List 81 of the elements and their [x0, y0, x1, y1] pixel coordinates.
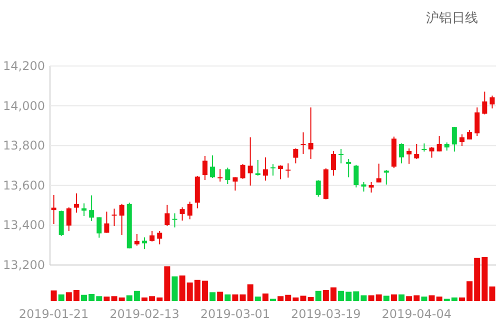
candlestick: [406, 148, 412, 164]
candlestick: [414, 144, 420, 160]
bar: [224, 294, 231, 301]
candlestick: [240, 164, 246, 180]
candlestick: [248, 136, 253, 186]
bar: [428, 295, 435, 301]
bar: [172, 276, 178, 301]
bar: [50, 290, 57, 301]
candlestick: [164, 204, 170, 226]
x-tick-label: 2019-03-19: [291, 307, 361, 321]
candlestick: [338, 148, 344, 164]
x-tick-label: 2019-03-01: [200, 307, 270, 321]
y-tick-label: 13,200: [3, 258, 45, 272]
candlestick: [354, 164, 359, 188]
candlestick: [482, 91, 488, 115]
candlestick: [262, 156, 268, 182]
candlestick: [376, 163, 382, 183]
candlestick: [308, 106, 314, 160]
candlestick: [210, 154, 216, 179]
candlestick: [112, 208, 117, 226]
candlestick: [232, 176, 238, 192]
y-tick-label: 14,200: [3, 59, 45, 73]
bar: [58, 294, 64, 301]
candlestick: [316, 180, 321, 198]
x-tick-label: 2019-01-21: [18, 307, 89, 321]
y-tick-label: 14,000: [3, 98, 45, 113]
candlestick: [270, 164, 276, 176]
bar: [232, 294, 238, 301]
chart-title: 沪铝日线: [426, 10, 478, 26]
bar: [217, 292, 224, 301]
x-tick-label: 2019-02-13: [110, 307, 180, 321]
candlestick: [361, 182, 366, 192]
candlestick: [58, 210, 64, 236]
candlestick: [187, 201, 192, 220]
bar: [315, 290, 322, 301]
bar: [308, 297, 314, 301]
candlestick: [474, 106, 480, 137]
candlestick: [384, 170, 389, 186]
y-tick-label: 13,800: [3, 138, 45, 153]
y-tick-label: 13,400: [3, 218, 45, 232]
candlestick: [66, 206, 72, 232]
candlestick: [51, 194, 56, 225]
bar: [254, 296, 261, 301]
candlestick: [74, 192, 79, 214]
candlestick: [89, 194, 94, 222]
bar: [262, 294, 268, 301]
candlestick: [278, 164, 284, 180]
candlestick: [399, 142, 404, 164]
candlestick: [286, 162, 291, 178]
candlestick: [202, 155, 208, 181]
candlestick: [180, 206, 185, 222]
bar: [210, 292, 216, 301]
candlestick: [490, 95, 495, 109]
candlestick: [119, 203, 124, 236]
bar: [104, 296, 110, 301]
bar: [421, 296, 428, 301]
candlestick: [172, 212, 178, 228]
x-tick-label: 2019-04-04: [382, 307, 452, 321]
y-tick-label: 13,600: [3, 178, 45, 192]
bar: [398, 294, 405, 301]
candlestick: [293, 148, 298, 164]
candlestick: [134, 233, 140, 246]
candlestick: [436, 136, 442, 152]
candlestick: [467, 130, 472, 140]
candlestick: [346, 158, 352, 178]
candlestick: [429, 146, 434, 158]
candlestick: [104, 211, 110, 234]
candlestick: [142, 236, 147, 250]
candlestick: [452, 126, 457, 152]
bar: [436, 296, 442, 301]
candlestick: [300, 132, 306, 154]
bar: [383, 296, 390, 301]
candlestick: [459, 134, 464, 146]
candlestick: [225, 167, 230, 185]
candlestick: [157, 230, 162, 245]
candlestick: [368, 182, 374, 194]
candlestick: [218, 168, 223, 182]
candlestick: [150, 230, 155, 242]
bar: [390, 294, 397, 301]
candlestick: [330, 150, 336, 176]
candlestick: [96, 216, 102, 238]
